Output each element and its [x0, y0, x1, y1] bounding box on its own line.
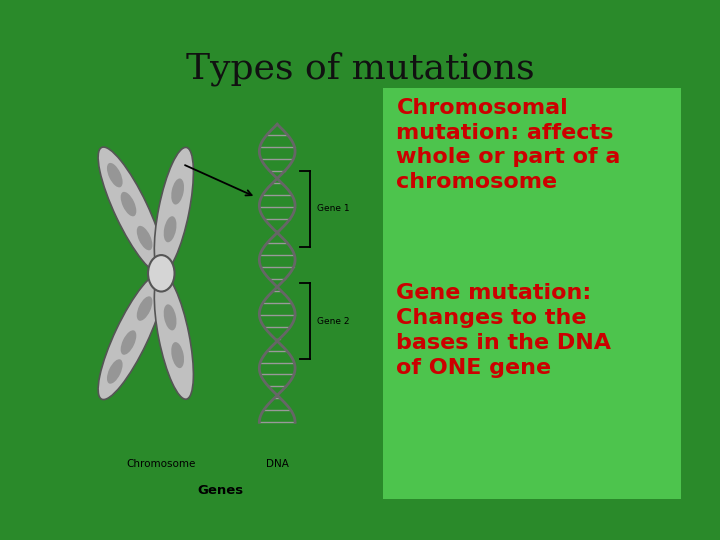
Ellipse shape	[107, 163, 122, 187]
Ellipse shape	[171, 342, 184, 368]
Text: Genes: Genes	[198, 484, 244, 497]
Ellipse shape	[154, 273, 194, 399]
Ellipse shape	[121, 330, 136, 355]
Text: Chromosome: Chromosome	[127, 459, 196, 469]
Text: Chromosomal
mutation: affects
whole or part of a
chromosome: Chromosomal mutation: affects whole or p…	[397, 98, 621, 192]
Ellipse shape	[98, 273, 165, 400]
Text: Gene mutation:
Changes to the
bases in the DNA
of ONE gene: Gene mutation: Changes to the bases in t…	[397, 284, 611, 377]
Ellipse shape	[107, 359, 122, 384]
Ellipse shape	[98, 147, 165, 274]
Text: Gene 1: Gene 1	[317, 204, 350, 213]
Ellipse shape	[148, 255, 174, 292]
Ellipse shape	[137, 226, 153, 251]
Ellipse shape	[137, 296, 153, 321]
FancyBboxPatch shape	[383, 88, 681, 498]
Text: Gene 2: Gene 2	[317, 317, 349, 326]
Ellipse shape	[154, 147, 194, 273]
Text: DNA: DNA	[266, 459, 289, 469]
Ellipse shape	[163, 216, 176, 242]
Ellipse shape	[121, 192, 136, 217]
Text: Types of mutations: Types of mutations	[186, 51, 534, 86]
Ellipse shape	[163, 305, 176, 330]
Ellipse shape	[171, 178, 184, 205]
